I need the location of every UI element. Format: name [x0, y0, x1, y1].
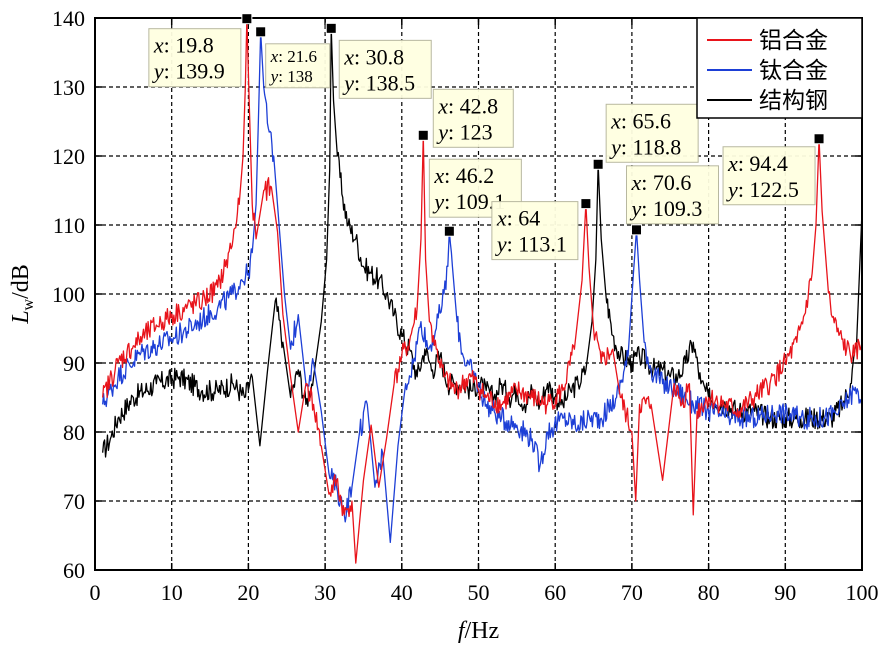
data-tip-x: x: 94.4 [727, 151, 788, 176]
data-tip-marker [325, 22, 337, 34]
y-tick-label: 90 [63, 351, 85, 376]
data-tip[interactable]: x: 70.6y: 109.3 [626, 165, 720, 236]
data-tip-marker [592, 158, 604, 170]
data-tip-box [626, 165, 720, 225]
data-tip-y: y: 138.5 [342, 70, 415, 95]
data-tip[interactable]: x: 21.6y: 138 [255, 26, 331, 89]
data-tip-y: y: 138 [269, 67, 313, 86]
axis-ticks: 0 10 20 30 40 50 60 70 80 90 100 60 70 80 90 100 110 120 1… [52, 6, 879, 605]
y-tick-label: 140 [52, 6, 85, 31]
data-tip-box [265, 43, 331, 89]
data-tip-x: x: 64 [496, 206, 540, 231]
y-tick-label: 100 [52, 282, 85, 307]
data-tip-box [722, 146, 816, 206]
data-tip[interactable]: x: 30.8y: 138.5 [325, 22, 432, 99]
data-tip-x: x: 21.6 [270, 47, 317, 66]
data-tip[interactable]: x: 19.8y: 139.9 [148, 13, 253, 88]
data-tip-x: x: 65.6 [610, 108, 671, 133]
data-tip-marker [255, 26, 267, 38]
y-axis-label-symbol: L [8, 310, 34, 324]
x-axis-label-unit: /Hz [465, 618, 500, 644]
legend-label-steel: 结构钢 [759, 88, 828, 114]
legend-label-titanium: 钛合金 [759, 58, 828, 84]
data-tip-y: y: 139.9 [152, 59, 225, 84]
axis-labels: f/Hz Lw/dB [8, 264, 499, 644]
data-tip-marker [631, 224, 643, 236]
data-tip-box [148, 28, 242, 88]
data-tip-box [605, 103, 699, 163]
data-tip-marker [417, 129, 429, 141]
data-tip-y: y: 113.1 [495, 232, 567, 257]
series-lines [102, 18, 863, 564]
data-tip-box [432, 88, 514, 148]
x-tick-label: 40 [391, 580, 413, 605]
y-axis-label-subscript: w [20, 298, 37, 310]
data-tip[interactable]: x: 64y: 113.1 [491, 198, 592, 261]
legend-label-aluminum: 铝合金 [759, 28, 828, 54]
y-tick-label: 110 [53, 213, 85, 238]
x-axis-label-symbol: f [458, 618, 468, 644]
data-tip-box [338, 39, 432, 99]
data-tip-x: x: 30.8 [343, 44, 404, 69]
x-tick-label: 30 [314, 580, 336, 605]
x-tick-label: 70 [621, 580, 643, 605]
y-tick-label: 70 [63, 489, 85, 514]
legend-box [696, 17, 863, 119]
data-tip-marker [443, 225, 455, 237]
x-tick-label: 10 [161, 580, 183, 605]
data-tip-y: y: 123 [436, 119, 492, 144]
series-line-aluminum [102, 18, 863, 564]
x-axis-label: f/Hz [458, 618, 499, 644]
data-tip[interactable]: x: 46.2y: 109.1 [428, 158, 522, 237]
data-tip[interactable]: x: 65.6y: 118.8 [592, 103, 699, 170]
data-tip-marker [241, 13, 253, 25]
x-tick-label: 80 [698, 580, 720, 605]
data-tip-x: x: 46.2 [433, 163, 494, 188]
data-tip[interactable]: x: 94.4y: 122.5 [722, 133, 825, 206]
y-axis-label-unit: /dB [8, 264, 34, 299]
x-tick-label: 0 [90, 580, 101, 605]
data-tip-x: x: 70.6 [631, 170, 692, 195]
y-tick-label: 130 [52, 75, 85, 100]
data-tip-y: y: 122.5 [726, 177, 799, 202]
data-tip-x: x: 19.8 [153, 33, 214, 58]
data-tip-x: x: 42.8 [437, 93, 498, 118]
y-tick-label: 120 [52, 144, 85, 169]
series-line-steel [102, 27, 863, 458]
data-tip-box [491, 201, 579, 261]
data-tip-marker [813, 133, 825, 145]
x-tick-label: 60 [544, 580, 566, 605]
y-tick-label: 60 [63, 558, 85, 583]
x-tick-label: 90 [774, 580, 796, 605]
data-tip-y: y: 118.8 [609, 134, 681, 159]
data-tip-y: y: 109.3 [630, 196, 703, 221]
data-tip-marker [580, 198, 592, 210]
y-axis-label: Lw/dB [8, 264, 37, 325]
data-tip[interactable]: x: 42.8y: 123 [417, 88, 514, 148]
x-tick-label: 20 [237, 580, 259, 605]
y-tick-label: 80 [63, 420, 85, 445]
series-line-titanium [102, 31, 863, 544]
x-tick-label: 100 [846, 580, 879, 605]
x-tick-label: 50 [468, 580, 490, 605]
